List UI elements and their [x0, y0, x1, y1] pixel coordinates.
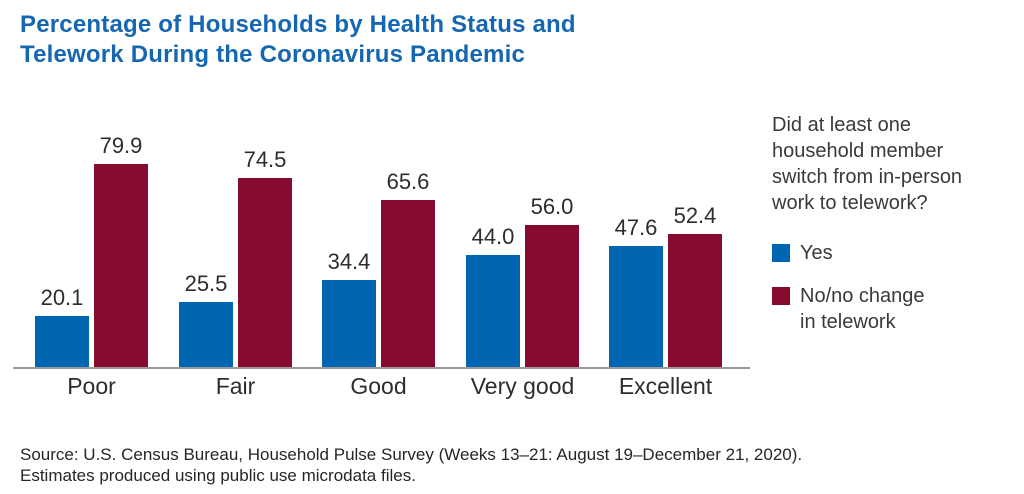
bar-group: 47.6 52.4 Excellent: [609, 120, 722, 399]
legend-title: Did at least one household member switch…: [772, 114, 963, 214]
bar-pair: 20.1 79.9: [35, 133, 148, 367]
bar-column-no-no-change-in-telework: 52.4: [668, 203, 722, 367]
legend-label-yes: Yes: [800, 242, 833, 264]
bar-yes: [466, 255, 520, 367]
bar-column-no-no-change-in-telework: 74.5: [238, 147, 292, 367]
bar-group: 20.1 79.9 Poor: [35, 120, 148, 399]
bar-value-label: 56.0: [530, 194, 574, 219]
bar-pair: 44.0 56.0: [466, 194, 579, 367]
bar-yes: [609, 246, 663, 367]
bar-no-no-change-in-telework: [94, 164, 148, 367]
legend-swatch-no-icon: [772, 287, 790, 305]
bar-value-label: 44.0: [471, 224, 515, 249]
legend-swatch-yes-icon: [772, 244, 790, 262]
source-note: Source: U.S. Census Bureau, Household Pu…: [20, 444, 802, 486]
bar-yes: [322, 280, 376, 367]
bar-column-no-no-change-in-telework: 79.9: [94, 133, 148, 367]
chart-legend: Did at least one household member switch…: [772, 112, 1020, 335]
bar-yes: [35, 316, 89, 367]
category-label: Excellent: [618, 373, 713, 399]
bar-no-no-change-in-telework: [238, 178, 292, 367]
bar-group: 34.4 65.6 Good: [322, 120, 435, 399]
chart-title: Percentage of Households by Health Statu…: [20, 11, 576, 68]
bar-column-no-no-change-in-telework: 56.0: [525, 194, 579, 367]
bar-column-yes: 25.5: [179, 271, 233, 367]
legend-label-no: No/no change in telework: [800, 285, 925, 333]
bar-pair: 25.5 74.5: [179, 147, 292, 367]
bar-column-yes: 44.0: [466, 224, 520, 367]
bar-value-label: 52.4: [673, 203, 717, 228]
legend-item-no: No/no change in telework: [772, 283, 1020, 335]
category-label: Good: [350, 373, 407, 399]
category-label: Poor: [67, 373, 116, 399]
bar-group: 44.0 56.0 Very good: [466, 120, 579, 399]
bar-no-no-change-in-telework: [525, 225, 579, 367]
bar-no-no-change-in-telework: [668, 234, 722, 367]
category-label: Very good: [470, 373, 575, 399]
bar-column-yes: 20.1: [35, 285, 89, 367]
bar-no-no-change-in-telework: [381, 200, 435, 367]
bar-value-label: 74.5: [243, 147, 287, 172]
bar-column-yes: 47.6: [609, 215, 663, 367]
source-line-2: Estimates produced using public use micr…: [20, 466, 416, 485]
bar-column-no-no-change-in-telework: 65.6: [381, 169, 435, 367]
bar-value-label: 47.6: [614, 215, 658, 240]
bar-value-label: 20.1: [40, 285, 84, 310]
bar-column-yes: 34.4: [322, 249, 376, 367]
category-label: Fair: [215, 373, 256, 399]
source-line-1: Source: U.S. Census Bureau, Household Pu…: [20, 445, 803, 464]
bar-group: 25.5 74.5 Fair: [179, 120, 292, 399]
bar-value-label: 79.9: [99, 133, 143, 158]
bar-value-label: 65.6: [386, 169, 430, 194]
bar-pair: 47.6 52.4: [609, 203, 722, 367]
bar-pair: 34.4 65.6: [322, 169, 435, 367]
bar-value-label: 25.5: [184, 271, 228, 296]
bar-yes: [179, 302, 233, 367]
chart-plot-area: 20.1 79.9 Poor 25.5 74.5 Fair 34.4 65.6 Good 44.0…: [13, 120, 750, 399]
bar-value-label: 34.4: [327, 249, 371, 274]
legend-item-yes: Yes: [772, 240, 1020, 266]
